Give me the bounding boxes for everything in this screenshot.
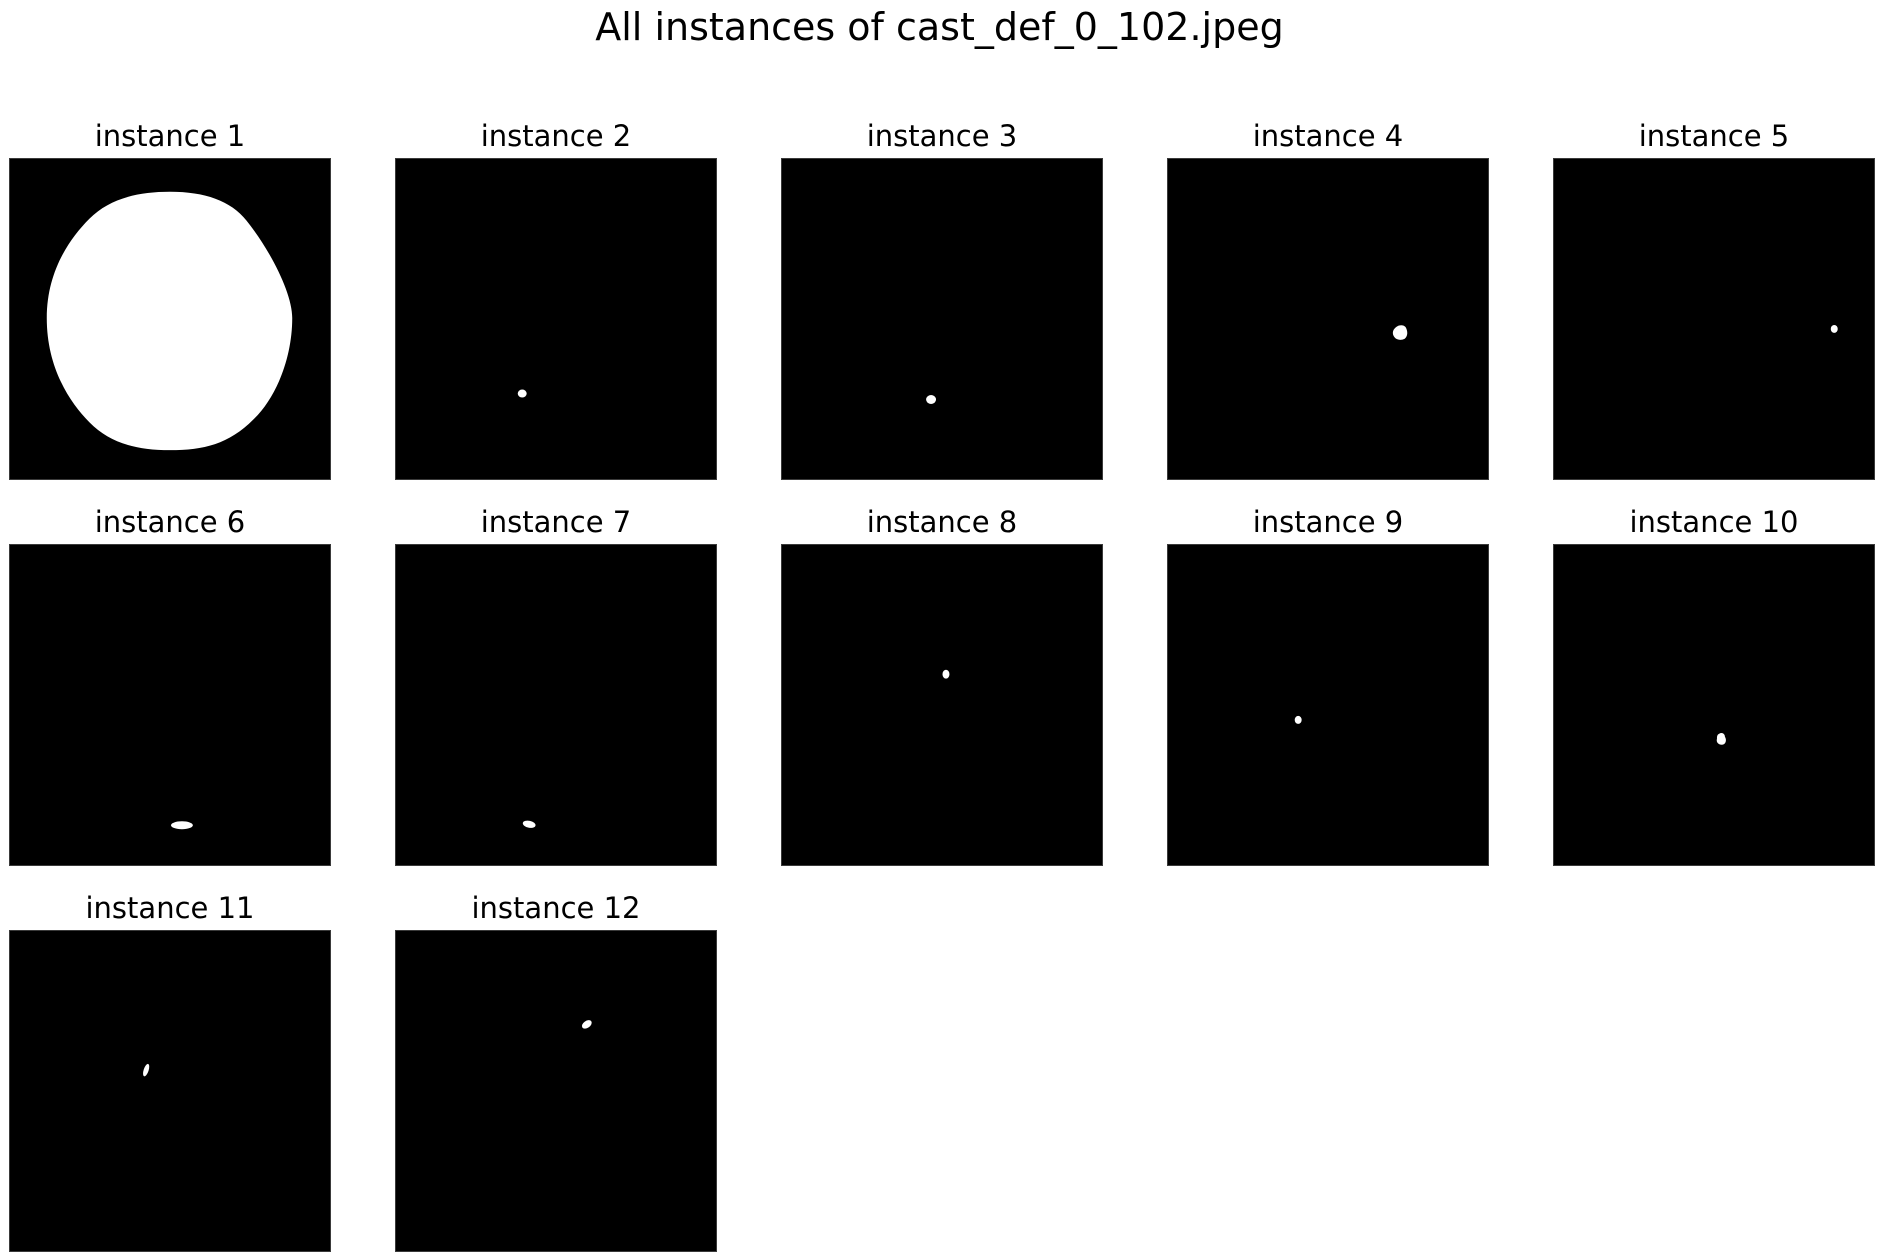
- instance-panel-1: instance 1: [9, 114, 331, 480]
- instance-panel-9: instance 9: [1167, 500, 1489, 866]
- instance-mask-11: [9, 930, 331, 1252]
- instance-mask-3: [781, 158, 1103, 480]
- instance-panel-6: instance 6: [9, 500, 331, 866]
- instance-mask-6: [9, 544, 331, 866]
- instance-panel-12: instance 12: [395, 886, 717, 1252]
- instance-title-4: instance 4: [1252, 119, 1404, 153]
- instance-mask-12: [395, 930, 717, 1252]
- instance-mask-8: [781, 544, 1103, 866]
- instance-title-7: instance 7: [480, 505, 632, 539]
- instance-panel-5: instance 5: [1553, 114, 1875, 480]
- instance-title-10: instance 10: [1629, 505, 1799, 539]
- instance-mask-2: [395, 158, 717, 480]
- instance-title-1: instance 1: [94, 119, 246, 153]
- instance-mask-5: [1553, 158, 1875, 480]
- instance-mask-4: [1167, 158, 1489, 480]
- instance-panel-8: instance 8: [781, 500, 1103, 866]
- instance-panel-4: instance 4: [1167, 114, 1489, 480]
- instance-panel-2: instance 2: [395, 114, 717, 480]
- instance-panel-3: instance 3: [781, 114, 1103, 480]
- instance-title-8: instance 8: [866, 505, 1018, 539]
- instance-title-5: instance 5: [1638, 119, 1790, 153]
- instance-mask-7: [395, 544, 717, 866]
- instance-title-9: instance 9: [1252, 505, 1404, 539]
- instance-mask-9: [1167, 544, 1489, 866]
- instance-title-11: instance 11: [85, 891, 255, 925]
- instance-title-3: instance 3: [866, 119, 1018, 153]
- instance-panel-7: instance 7: [395, 500, 717, 866]
- instance-title-12: instance 12: [471, 891, 641, 925]
- figure-title: All instances of cast_def_0_102.jpeg: [595, 5, 1284, 49]
- instance-title-2: instance 2: [480, 119, 632, 153]
- instance-title-6: instance 6: [94, 505, 246, 539]
- instance-panel-10: instance 10: [1553, 500, 1875, 866]
- instance-panel-11: instance 11: [9, 886, 331, 1252]
- instance-mask-1: [9, 158, 331, 480]
- instance-mask-10: [1553, 544, 1875, 866]
